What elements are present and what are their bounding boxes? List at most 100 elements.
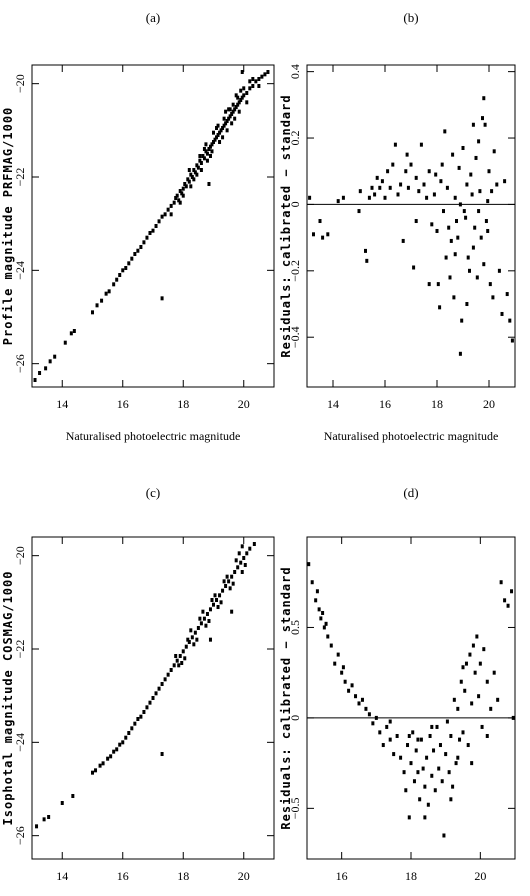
panel-a-data-point <box>207 147 211 151</box>
panel-a-label: (a) <box>146 10 160 25</box>
panel-c-data-point <box>230 574 234 579</box>
panel-a-data-point <box>201 154 205 158</box>
panel-b-data-point <box>486 228 490 233</box>
panel-b-label: (b) <box>403 10 418 25</box>
panel-d-data-point <box>367 712 371 717</box>
panel-a-data-point <box>118 273 122 277</box>
panel-c-data-point <box>130 726 134 731</box>
panel-b-data-point <box>425 195 429 200</box>
panel-a-data-point <box>166 207 170 212</box>
panel-b-data-point <box>386 169 390 174</box>
panel-c-data-point <box>231 581 235 586</box>
panel-b-x-tick-label: 20 <box>483 397 495 411</box>
panel-d-data-point <box>409 761 413 766</box>
panel-b-data-point <box>508 318 512 323</box>
panel-b-data-point <box>471 122 475 127</box>
panel-a-data-point <box>178 200 182 205</box>
panel-c-data-point <box>195 637 199 642</box>
panel-b-data-point <box>396 192 400 197</box>
panel-c-data-point <box>227 579 231 584</box>
panel-a-data-point <box>239 98 243 102</box>
panel-a-data-point <box>169 203 173 208</box>
panel-b-data-point <box>399 182 403 187</box>
panel-c-data-point <box>180 661 184 665</box>
panel-d-data-point <box>438 743 442 748</box>
panel-a-data-point <box>230 121 234 126</box>
panel-c-data-point <box>109 754 113 759</box>
panel-b-data-point <box>365 258 369 263</box>
panel-d-data-point <box>503 598 507 603</box>
panel-c-data-point <box>163 677 167 682</box>
panel-c-data-point <box>139 714 143 719</box>
panel-d-y-axis-label: Residuals: calibrated − standard <box>279 566 293 829</box>
panel-b-data-point <box>482 96 486 101</box>
panel-b-data-point <box>435 228 439 233</box>
panel-a-data-point <box>95 303 99 308</box>
panel-a-data-point <box>189 172 193 177</box>
panel-c-y-tick-label: −26 <box>13 826 27 845</box>
panel-b-data-point <box>445 185 449 190</box>
panel-a-data-point <box>202 156 206 161</box>
panel-a-data-point <box>205 158 209 163</box>
panel-d-data-point <box>385 724 389 729</box>
panel-d-data-point <box>343 679 347 684</box>
panel-a-frame <box>31 64 275 388</box>
panel-a-x-tick-label: 16 <box>117 397 129 411</box>
panel-b-data-point <box>434 172 438 177</box>
panel-d-data-point <box>485 679 489 684</box>
panel-d-data-point <box>458 737 462 742</box>
panel-b-data-point <box>482 262 486 267</box>
panel-d-data-point <box>426 802 430 807</box>
panel-d-data-point <box>478 661 482 666</box>
panel-b-data-point <box>358 189 362 194</box>
panel-d-data-point <box>433 788 437 793</box>
panel-c-data-point <box>225 574 229 579</box>
panel-b-data-point <box>455 219 458 224</box>
panel-c-x-tick-label: 14 <box>56 869 68 883</box>
panel-c-data-point <box>201 609 205 614</box>
panel-d-data-point <box>411 730 415 735</box>
panel-a-data-point <box>199 161 203 165</box>
panel-b-data-point <box>427 169 431 174</box>
panel-d-data-point <box>430 773 434 778</box>
panel-a-data-point <box>221 135 225 140</box>
panel-d-data-point <box>423 784 427 789</box>
panel-b-data-point <box>466 255 470 260</box>
panel-a-data-point <box>175 193 179 198</box>
panel-a-data-point <box>190 175 194 179</box>
panel-d-data-point <box>333 661 337 666</box>
panel-b-data-point <box>473 225 477 230</box>
panel-d-data-point <box>314 598 318 603</box>
panel-a-data-point <box>199 168 203 172</box>
panel-d-data-point <box>454 761 458 766</box>
panel-b-data-point <box>478 189 482 194</box>
panel-b-data-point <box>471 245 475 250</box>
panel-a-data-point <box>183 182 187 186</box>
panel-b-data-point <box>465 182 469 187</box>
panel-a-x-tick-label: 14 <box>56 397 68 411</box>
panel-d-data-point <box>407 733 411 738</box>
panel-c-data-point <box>148 700 152 705</box>
panel-d-data-point <box>492 670 496 675</box>
panel-b-y-tick-label: 0.4 <box>288 64 302 79</box>
panel-a-data-point <box>245 100 249 105</box>
panel-a-data-point <box>53 354 57 359</box>
panel-b-data-point <box>427 282 431 287</box>
panel-a-data-point <box>222 116 226 121</box>
panel-a-data-point <box>198 158 202 163</box>
panel-b-data-point <box>469 172 473 177</box>
panel-b-data-point <box>326 232 330 237</box>
panel-c-data-point <box>239 560 243 565</box>
panel-a-data-point <box>180 191 184 196</box>
panel-a-data-point <box>224 109 228 114</box>
panel-a-data-point <box>136 248 140 253</box>
panel-a-data-point <box>196 165 200 170</box>
panel-a-data-point <box>221 126 225 130</box>
panel-d-data-point <box>315 589 319 594</box>
panel-b-data-point <box>486 199 490 204</box>
panel-b-data-point <box>375 175 379 180</box>
panel-c-data-point <box>60 801 64 805</box>
panel-c-y-tick-label: −20 <box>13 546 27 565</box>
panel-b-data-point <box>440 162 444 167</box>
